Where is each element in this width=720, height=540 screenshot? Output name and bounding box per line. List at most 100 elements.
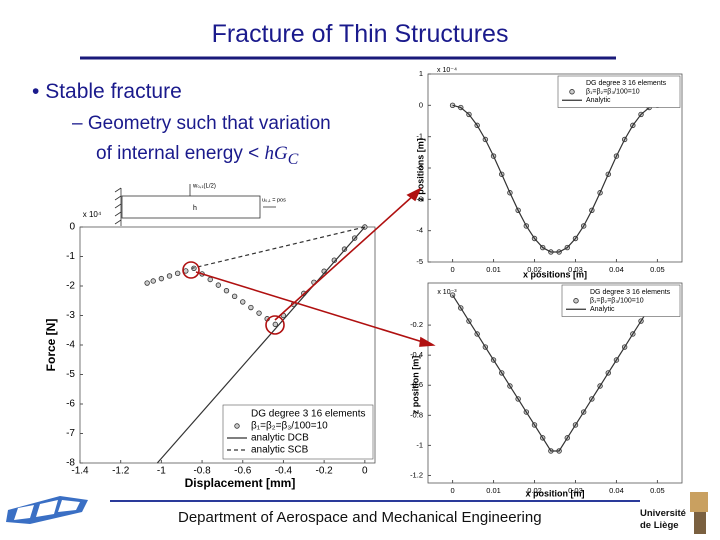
data-point: [150, 278, 156, 284]
x-tick-label: 0.04: [609, 265, 624, 274]
ltas-logo: [6, 496, 88, 524]
y-tick-label: -2: [416, 163, 423, 172]
x-tick-label: -1: [157, 466, 166, 477]
legend-swatch: [569, 89, 575, 95]
y-tick-label: -0.8: [410, 410, 423, 419]
footer: Department of Aerospace and Mechanical E…: [178, 509, 542, 526]
legend-title: DG degree 3 16 elements: [586, 80, 667, 87]
diagram-label: u₀,₁ = pos: [262, 197, 286, 203]
legend-label: β₁=β₂=β₃/100=10: [590, 298, 644, 305]
y-axis-label: Force [N]: [44, 319, 58, 372]
legend-label: Analytic: [586, 97, 611, 104]
x-tick-label: 0.04: [609, 486, 624, 495]
ulg-emblem: [690, 492, 708, 534]
scale-label: x 10⁻³: [437, 289, 457, 296]
y-tick-label: -3: [66, 310, 75, 321]
scale-label: x 10⁴: [83, 210, 102, 219]
y-tick-label: -7: [66, 428, 75, 439]
legend-label: analytic SCB: [251, 445, 309, 456]
bullet-text: Stable fracture: [45, 80, 182, 103]
sub-bullet-line: of internal energy < hGC: [96, 143, 298, 169]
y-tick-label: -0.4: [410, 350, 423, 359]
math-subscript: C: [287, 150, 299, 168]
y-tick-label: -4: [416, 226, 423, 235]
series-line: [156, 226, 366, 464]
x-tick-label: -0.4: [275, 466, 293, 477]
legend-label: β₁=β₂=β₃/100=10: [251, 421, 328, 432]
x-tick-label: 0: [362, 466, 368, 477]
y-tick-label: -8: [66, 458, 75, 469]
y-tick-label: -1: [66, 251, 75, 262]
y-tick-label: -0.6: [410, 380, 423, 389]
data-point: [231, 293, 238, 300]
data-point: [207, 276, 213, 283]
sub-bullet-text: Geometry such that variation: [87, 113, 331, 134]
data-point: [248, 304, 254, 311]
data-point: [256, 310, 262, 316]
x-tick-label: 0: [450, 486, 454, 495]
data-point: [158, 275, 165, 282]
y-axis-label: z position [m]: [410, 356, 420, 415]
x-tick-label: 0.02: [527, 486, 542, 495]
x-axis-label: Displacement [mm]: [185, 476, 296, 490]
legend-label: Analytic: [590, 306, 615, 313]
x-tick-label: 0.01: [486, 486, 501, 495]
sub-bullet-text: of internal energy <: [96, 143, 260, 164]
data-point: [166, 273, 173, 279]
x-tick-label: -0.2: [316, 466, 334, 477]
data-point: [240, 299, 246, 305]
y-axis-label: z positions [m]: [415, 138, 425, 202]
y-tick-label: -0.2: [410, 320, 423, 329]
x-tick-label: -0.6: [234, 466, 252, 477]
legend-swatch: [234, 423, 240, 429]
x-tick-label: 0.02: [527, 265, 542, 274]
legend-title: DG degree 3 16 elements: [251, 409, 366, 420]
legend-swatch: [573, 298, 579, 304]
y-tick-label: -1.2: [410, 470, 423, 479]
data-point: [272, 321, 279, 328]
x-tick-label: 0.03: [568, 265, 583, 274]
diagram-label: w₀,₁(L/2): [192, 184, 216, 190]
legend-title: DG degree 3 16 elements: [590, 289, 671, 296]
series-line: [191, 226, 365, 269]
data-point: [215, 282, 222, 288]
y-tick-label: -4: [66, 340, 75, 351]
y-tick-label: -3: [416, 194, 423, 203]
x-axis-label: x position [m]: [526, 488, 585, 498]
x-tick-label: 0.03: [568, 486, 583, 495]
y-tick-label: -2: [66, 281, 75, 292]
university-line: de Liège: [640, 520, 679, 531]
data-point: [144, 280, 150, 286]
x-tick-label: 0.05: [650, 486, 665, 495]
x-tick-label: -1.4: [71, 466, 89, 477]
y-tick-label: -1: [416, 440, 423, 449]
y-tick-label: -5: [66, 369, 75, 380]
x-axis-label: x positions [m]: [523, 269, 587, 279]
slide-title: Fracture of Thin Structures: [211, 20, 509, 48]
series-line: [452, 104, 658, 253]
y-tick-label: 0: [419, 100, 423, 109]
annotations: [182, 187, 436, 347]
legend-box: [561, 284, 681, 317]
x-tick-label: 0: [450, 265, 454, 274]
legend-label: analytic DCB: [251, 433, 309, 444]
charts-layer: -1.4 -1.2 -1 -0.8 -0.6 -0.4 -0.2 0 -8 -7 -6 -5 -4 -3 -…: [44, 67, 683, 498]
y-tick-label: 0: [69, 222, 75, 233]
bullet: • Stable fracture: [32, 80, 182, 103]
y-tick-label: 1: [419, 69, 423, 78]
diagram-label: h: [193, 205, 197, 212]
scale-label: x 10⁻⁴: [437, 67, 457, 74]
y-tick-label: -5: [416, 257, 423, 266]
x-tick-label: 0.05: [650, 265, 665, 274]
legend-box: [557, 75, 681, 108]
legend-box: [222, 404, 374, 460]
data-point: [223, 288, 230, 294]
y-tick-label: -6: [66, 399, 75, 410]
x-tick-label: 0.01: [486, 265, 501, 274]
legend-label: β₁=β₂=β₃/100=10: [586, 89, 640, 96]
sub-bullet: – Geometry such that variation: [72, 113, 331, 134]
university-line: Université: [640, 508, 686, 519]
x-tick-label: -0.8: [193, 466, 211, 477]
